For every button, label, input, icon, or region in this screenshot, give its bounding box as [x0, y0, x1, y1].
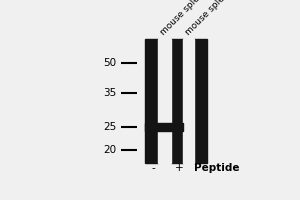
- Bar: [145, 123, 183, 131]
- Bar: [145, 39, 158, 163]
- Bar: [194, 39, 207, 163]
- Bar: [183, 39, 194, 163]
- Text: 25: 25: [103, 122, 116, 132]
- Bar: [171, 39, 183, 163]
- Text: -: -: [152, 163, 156, 173]
- Text: Peptide: Peptide: [194, 163, 239, 173]
- Text: mouse spleen: mouse spleen: [158, 0, 209, 37]
- Text: mouse spleen: mouse spleen: [184, 0, 235, 37]
- Text: 35: 35: [103, 88, 116, 98]
- Text: 50: 50: [103, 58, 116, 68]
- Text: 20: 20: [103, 145, 116, 155]
- Bar: [158, 39, 171, 163]
- Text: +: +: [175, 163, 184, 173]
